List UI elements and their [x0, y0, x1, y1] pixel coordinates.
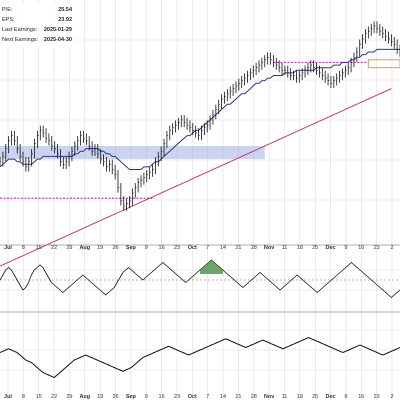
x-tick-label: 14 — [220, 245, 226, 251]
x-tick-label: 9 — [344, 245, 347, 251]
x-tick-label: Oct — [188, 245, 197, 251]
x-tick-label: Nov — [264, 394, 275, 400]
x-tick-label: 21 — [235, 245, 241, 251]
x-tick-label: Jul — [4, 245, 12, 251]
x-tick-label: Dec — [326, 394, 336, 400]
info-label: P/E: — [2, 7, 13, 13]
x-tick-label: 15 — [36, 394, 42, 400]
info-label: EPS: — [2, 17, 15, 23]
x-tick-label: 16 — [358, 394, 364, 400]
x-tick-label: 7 — [206, 394, 209, 400]
x-tick-label: 14 — [220, 394, 226, 400]
x-tick-label: 7 — [206, 245, 209, 251]
momentum-fill — [200, 260, 223, 274]
x-tick-label: 16 — [159, 245, 165, 251]
x-tick-label: 16 — [159, 394, 165, 400]
support-lines — [0, 59, 400, 199]
relative-line — [0, 336, 400, 379]
x-tick-label: 21 — [235, 394, 241, 400]
x-tick-label: Aug — [79, 245, 90, 251]
x-tick-label: 11 — [282, 245, 288, 251]
x-tick-label: Oct — [188, 394, 197, 400]
x-tick-label: 18 — [297, 245, 303, 251]
x-tick-label: 23 — [374, 245, 380, 251]
highlight-box — [367, 59, 400, 69]
info-label: Last Earnings: — [2, 27, 38, 33]
x-tick-label: 19 — [97, 394, 103, 400]
x-tick-label: 8 — [22, 245, 25, 251]
x-tick-label: 26 — [112, 245, 118, 251]
x-axis-ticks: Jul 8 15 22 29 Aug 19 26 Sep 9 16 23 Oct 7 14 21 28 Nov 11… — [4, 245, 394, 251]
shade-rect — [0, 146, 265, 160]
momentum-line — [0, 259, 400, 299]
x-tick-label: Aug — [79, 394, 90, 400]
x-tick-label: 23 — [174, 394, 180, 400]
x-tick-label: 25 — [312, 245, 318, 251]
x-tick-label: 2 — [390, 245, 393, 251]
x-tick-label: 18 — [297, 394, 303, 400]
x-tick-label: 22 — [51, 394, 57, 400]
info-label: Next Earnings: — [2, 37, 39, 43]
x-tick-label: 9 — [344, 394, 347, 400]
x-tick-label: 25 — [312, 394, 318, 400]
x-axis-ticks-bottom: Jul 8 15 22 29 Aug 19 26 Sep 9 16 23 Oct 7 14 21 28 Nov 11… — [4, 394, 394, 400]
x-tick-label: 23 — [374, 394, 380, 400]
x-tick-label: 22 — [51, 245, 57, 251]
x-tick-label: 8 — [22, 394, 25, 400]
momentum-panel — [0, 259, 400, 299]
info-value: 2025-01-29 — [44, 27, 72, 33]
relative-panel — [0, 336, 400, 379]
x-tick-label: 9 — [145, 245, 148, 251]
x-tick-label: 29 — [66, 394, 72, 400]
x-tick-label: 26 — [112, 394, 118, 400]
info-value: 25.54 — [58, 7, 73, 13]
x-tick-label: 28 — [251, 394, 257, 400]
info-background — [0, 3, 74, 47]
x-tick-label: Sep — [126, 394, 137, 400]
x-tick-label: Nov — [264, 245, 275, 251]
info-value: 23.92 — [58, 17, 72, 23]
ma-short-line — [0, 48, 400, 170]
info-value: 2025-04-30 — [44, 37, 72, 43]
x-tick-label: 28 — [251, 245, 257, 251]
x-tick-label: 9 — [145, 394, 148, 400]
x-tick-label: 29 — [66, 245, 72, 251]
shade-zone — [0, 146, 265, 160]
info-box: P/E: 25.54 EPS: 23.92 Last Earnings: 2025-01-… — [0, 3, 74, 47]
x-tick-label: Sep — [126, 245, 137, 251]
ma-long-line — [0, 88, 392, 267]
x-tick-label: 2 — [390, 394, 393, 400]
x-tick-label: 19 — [97, 245, 103, 251]
x-tick-label: 16 — [358, 245, 364, 251]
x-tick-label: 23 — [174, 245, 180, 251]
x-tick-label: 11 — [282, 394, 288, 400]
x-tick-label: Jul — [4, 394, 12, 400]
x-tick-label: Dec — [326, 245, 336, 251]
x-tick-label: 15 — [36, 245, 42, 251]
price-panel — [0, 21, 400, 267]
